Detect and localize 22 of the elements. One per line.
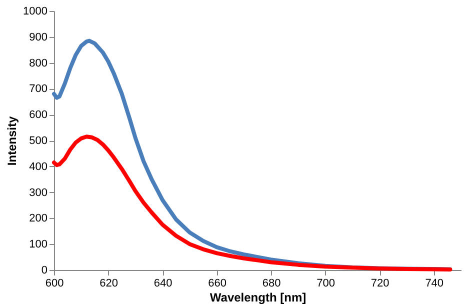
- y-tick-label: 700: [29, 83, 48, 96]
- x-tick-label: 700: [316, 278, 336, 290]
- y-tick-label: 400: [29, 160, 48, 173]
- line-series: [52, 134, 452, 272]
- y-tick-label: 200: [29, 212, 48, 225]
- x-tick-label: 680: [262, 278, 281, 290]
- x-tick-label: 620: [100, 278, 118, 290]
- y-tick-label: 300: [29, 186, 48, 199]
- y-tick-label: 100: [29, 238, 48, 251]
- x-tick-label: 720: [370, 278, 390, 290]
- y-axis-title: Intensity: [5, 116, 20, 166]
- y-tick-label: 0: [41, 264, 48, 276]
- x-tick-label: 660: [208, 278, 226, 290]
- x-tick-label: 640: [154, 278, 172, 290]
- y-tick-label: 800: [29, 57, 48, 70]
- x-tick-label: 600: [45, 278, 64, 290]
- x-tick-label: 740: [425, 278, 444, 290]
- x-axis-title: Wavelength [nm]: [210, 290, 306, 304]
- y-tick-label: 500: [29, 135, 48, 147]
- y-tick-label: 600: [29, 109, 48, 122]
- y-tick-label: 900: [29, 31, 48, 44]
- y-tick-label: 1000: [23, 6, 48, 18]
